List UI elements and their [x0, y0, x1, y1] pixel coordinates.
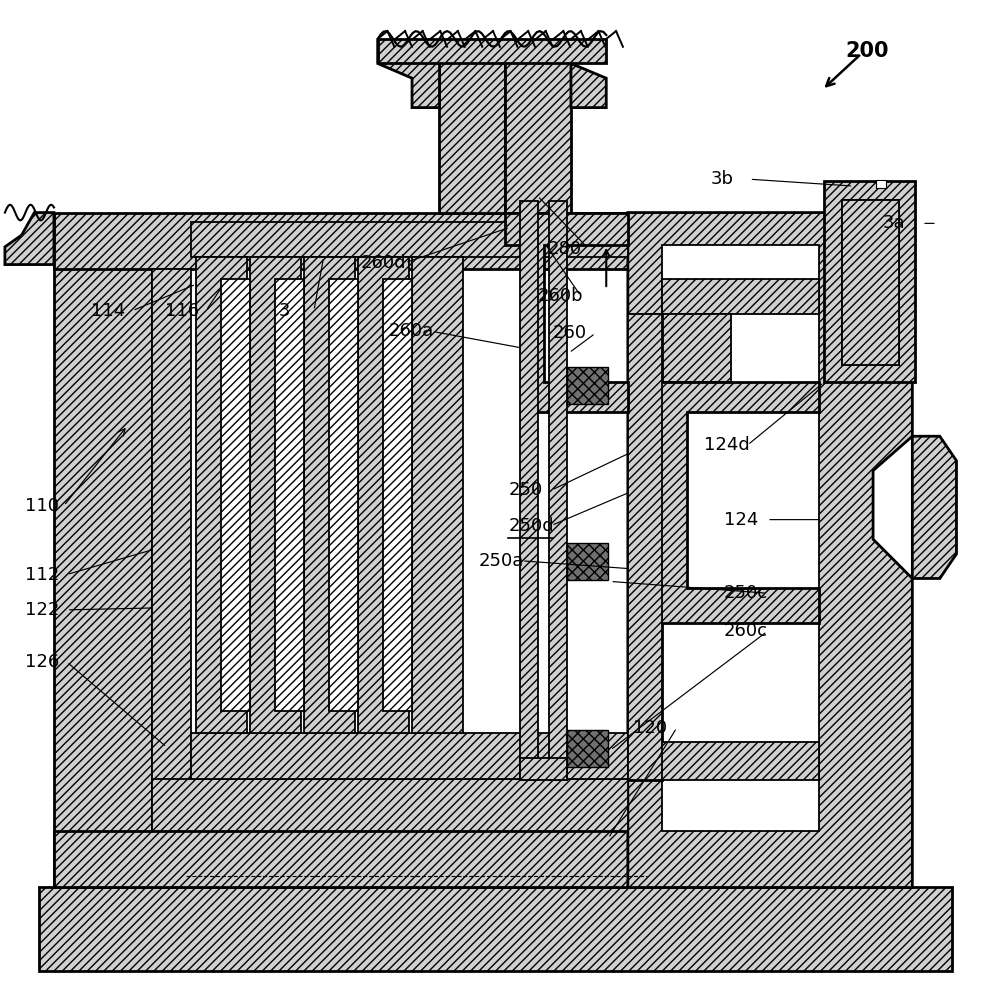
Bar: [549, 201, 567, 780]
Polygon shape: [662, 245, 819, 831]
Text: 3: 3: [279, 302, 290, 320]
Bar: [221, 279, 250, 711]
Text: 122: 122: [25, 601, 59, 619]
Text: 114: 114: [91, 302, 126, 320]
Bar: [54, 213, 628, 269]
Text: 250a: 250a: [479, 552, 524, 570]
Bar: [152, 269, 191, 831]
Bar: [439, 41, 505, 213]
Bar: [662, 314, 731, 382]
Bar: [152, 779, 628, 831]
Bar: [39, 887, 952, 971]
Text: 250c: 250c: [724, 584, 768, 602]
Text: 250d: 250d: [508, 517, 554, 535]
Bar: [378, 39, 606, 63]
Bar: [186, 831, 647, 863]
Bar: [662, 279, 819, 314]
Polygon shape: [571, 41, 606, 108]
Bar: [250, 257, 301, 733]
Bar: [54, 265, 152, 887]
Bar: [628, 742, 819, 780]
Text: 120: 120: [633, 719, 667, 737]
Bar: [628, 314, 662, 780]
Text: 124: 124: [724, 511, 758, 529]
Polygon shape: [378, 41, 439, 108]
Text: 200: 200: [846, 41, 889, 61]
Text: 280: 280: [547, 240, 582, 258]
Bar: [412, 257, 463, 733]
Text: 260: 260: [552, 324, 587, 342]
Polygon shape: [505, 213, 628, 412]
Polygon shape: [5, 213, 54, 265]
Text: 260d: 260d: [361, 254, 406, 272]
Polygon shape: [628, 213, 912, 887]
Bar: [329, 279, 358, 711]
Polygon shape: [628, 314, 819, 780]
Polygon shape: [912, 436, 956, 578]
Bar: [824, 181, 915, 382]
Bar: [54, 831, 628, 887]
Bar: [191, 733, 628, 779]
Bar: [505, 41, 571, 213]
Bar: [567, 730, 608, 767]
Bar: [304, 257, 355, 733]
Bar: [69, 838, 814, 887]
Bar: [520, 758, 567, 780]
Bar: [196, 257, 247, 733]
Text: 250: 250: [508, 481, 542, 499]
Text: 260a: 260a: [388, 322, 434, 340]
Text: 3b: 3b: [710, 170, 733, 188]
Bar: [358, 257, 409, 733]
Bar: [567, 543, 608, 580]
Text: 260b: 260b: [538, 287, 584, 305]
Text: 3a: 3a: [883, 214, 905, 232]
Bar: [842, 200, 899, 365]
Bar: [567, 367, 608, 404]
Bar: [876, 180, 886, 188]
Text: 116: 116: [165, 302, 199, 320]
Bar: [383, 279, 412, 711]
Text: 260c: 260c: [724, 622, 768, 640]
Bar: [842, 200, 899, 365]
Bar: [520, 201, 538, 780]
Bar: [275, 279, 304, 711]
Text: 110: 110: [25, 497, 59, 515]
Text: 126: 126: [25, 653, 59, 671]
Text: 124d: 124d: [704, 436, 750, 454]
Bar: [191, 222, 628, 257]
Text: 112: 112: [25, 566, 59, 584]
